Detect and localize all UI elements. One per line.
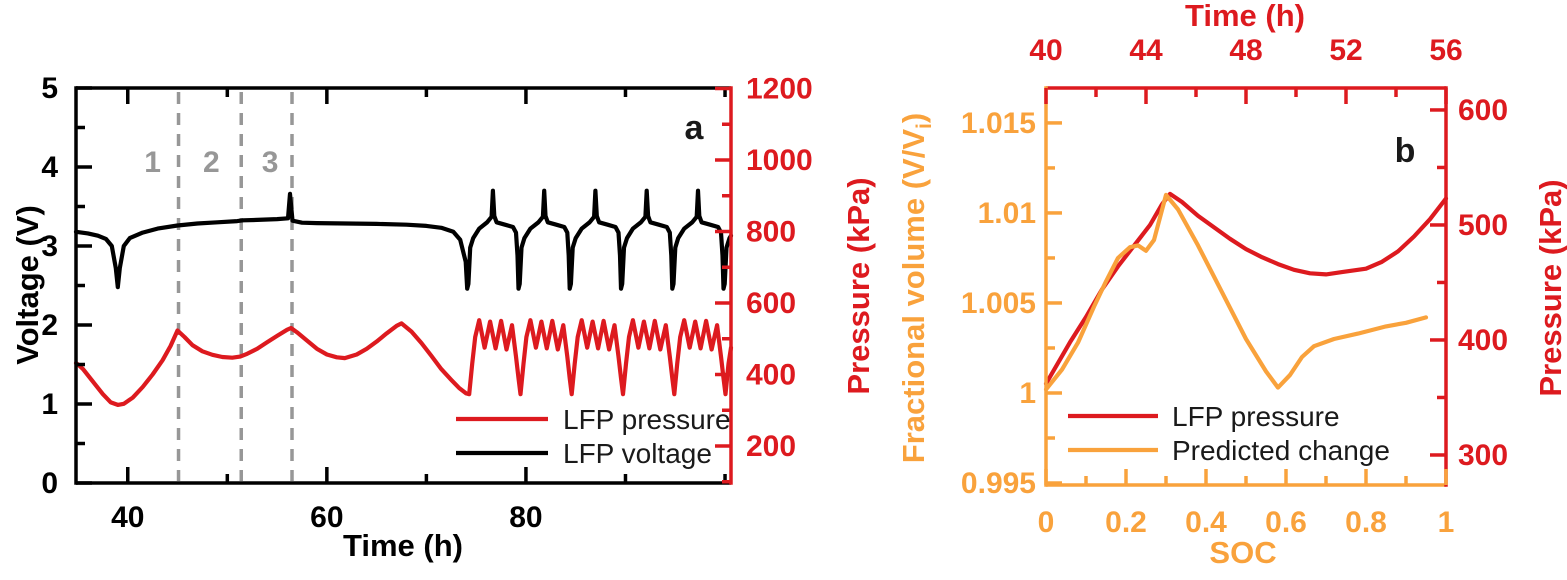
axis-title-left: Voltage (V) — [10, 205, 45, 365]
tick-label-left: 2 — [41, 309, 58, 342]
tick-label-right: 1200 — [746, 73, 813, 106]
tick-label-bottom: 0.2 — [1105, 506, 1147, 539]
tick-label-right: 600 — [1458, 94, 1508, 127]
tick-label-bottom: 40 — [111, 501, 144, 534]
tick-label-right: 1000 — [746, 144, 813, 177]
stage-label-1: 1 — [144, 146, 161, 179]
tick-label-right: 200 — [746, 430, 796, 463]
series-predicted-change — [1043, 192, 1429, 392]
axis-title-left: Fractional volume (V/Vi) — [896, 113, 936, 463]
tick-label-bottom: 1 — [1438, 506, 1455, 539]
tick-label-left: 4 — [41, 151, 58, 184]
legend-label: LFP pressure — [563, 404, 731, 435]
tick-label-bottom: 0.6 — [1265, 506, 1307, 539]
tick-label-right: 300 — [1458, 439, 1508, 472]
tick-label-top: 52 — [1329, 34, 1362, 67]
tick-label-bottom: 0.8 — [1345, 506, 1387, 539]
axis-title-bottom: Time (h) — [343, 528, 463, 563]
tick-label-left: 1.015 — [961, 107, 1036, 140]
axis-title-top: Time (h) — [1185, 0, 1305, 33]
tick-label-bottom: 0.4 — [1185, 506, 1227, 539]
tick-label-right: 500 — [1458, 209, 1508, 242]
series-lfp-pressure — [73, 318, 734, 407]
tick-label-left: 0 — [41, 467, 58, 500]
tick-label-bottom: 80 — [509, 501, 542, 534]
tick-label-bottom: 60 — [310, 501, 343, 534]
axis-title-right: Pressure (kPa) — [1533, 179, 1567, 396]
tick-label-right: 800 — [746, 215, 796, 248]
tick-label-left: 1.005 — [961, 287, 1036, 320]
stage-label-2: 2 — [203, 146, 220, 179]
tick-label-left: 5 — [41, 72, 58, 105]
series-lfp-pressure — [1043, 191, 1449, 386]
tick-label-top: 56 — [1429, 34, 1462, 67]
tick-label-left: 1.01 — [978, 197, 1036, 230]
tick-label-top: 48 — [1229, 34, 1262, 67]
series-lfp-voltage — [73, 188, 734, 291]
axis-title-right: Pressure (kPa) — [841, 177, 876, 394]
legend-label: Predicted change — [1172, 435, 1390, 466]
tick-label-left: 1 — [41, 388, 58, 421]
stage-label-3: 3 — [262, 146, 279, 179]
panel-b: 0 0.2 0.4 0.6 0.8 1 40 44 48 52 56 0.995 1 1.005 1.01 1… — [896, 0, 1567, 570]
tick-label-top: 40 — [1029, 34, 1062, 67]
tick-label-right: 400 — [746, 358, 796, 391]
tick-label-top: 44 — [1129, 34, 1163, 67]
tick-label-left: 0.995 — [961, 467, 1036, 500]
tick-label-right: 600 — [746, 287, 796, 320]
panel-letter-a: a — [685, 109, 705, 147]
tick-label-bottom: 0 — [1038, 506, 1055, 539]
tick-label-left: 1 — [1019, 377, 1036, 410]
tick-label-left: 3 — [41, 230, 58, 263]
legend-label: LFP voltage — [563, 438, 712, 469]
axis-title-bottom: SOC — [1209, 535, 1276, 570]
tick-label-right: 400 — [1458, 324, 1508, 357]
panel-letter-b: b — [1395, 132, 1416, 170]
legend-label: LFP pressure — [1172, 401, 1340, 432]
